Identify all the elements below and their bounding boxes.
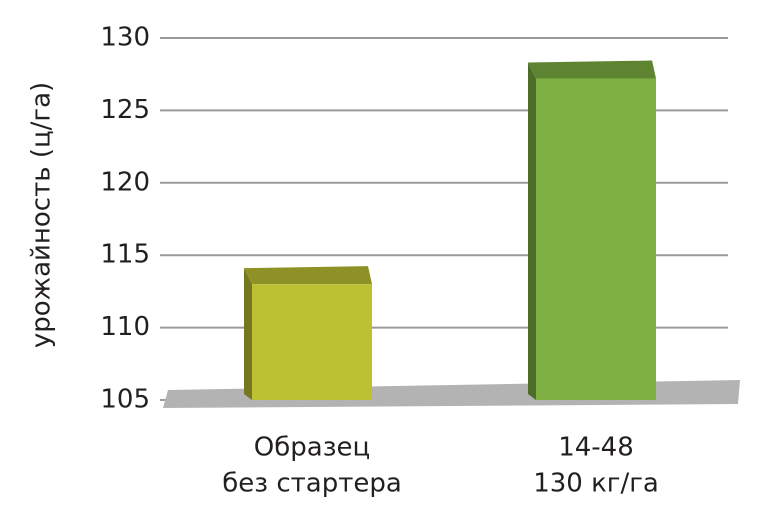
x-tick-label: 14-48 xyxy=(558,433,634,463)
bar xyxy=(252,284,372,400)
y-tick-label: 120 xyxy=(100,167,150,197)
y-tick-label: 125 xyxy=(100,95,150,125)
bar xyxy=(536,78,656,400)
bar-side xyxy=(244,268,252,400)
y-tick-label: 130 xyxy=(100,23,150,53)
x-tick-label: Образец xyxy=(254,433,370,463)
y-tick-label: 110 xyxy=(100,312,150,342)
bar-side xyxy=(528,62,536,400)
bar-top xyxy=(528,60,656,79)
x-tick-label: 130 кг/га xyxy=(533,469,659,499)
x-tick-label: без стартера xyxy=(222,469,402,499)
y-tick-label: 105 xyxy=(100,385,150,415)
bars xyxy=(244,60,656,400)
y-tick-label: 115 xyxy=(100,240,150,270)
bar-top xyxy=(244,266,372,285)
y-axis-label: урожайность (ц/га) xyxy=(27,82,57,348)
